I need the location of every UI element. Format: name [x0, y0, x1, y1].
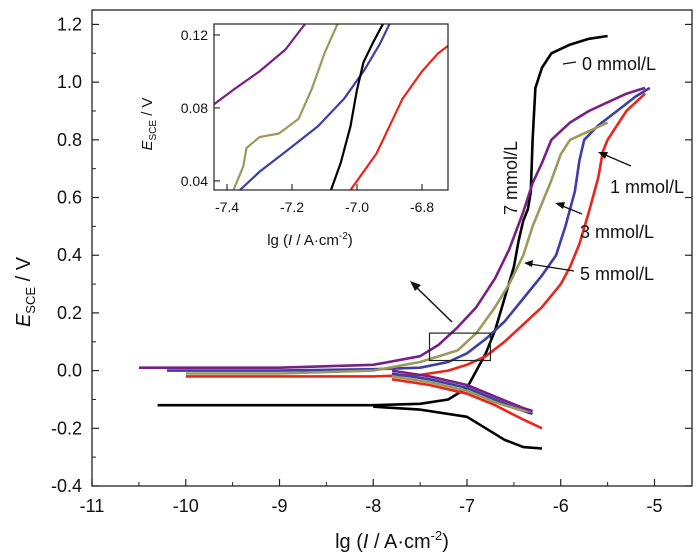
main-x-axis-label: lg (I / A·cm-2) [335, 528, 449, 553]
x-tick-label: -10 [173, 496, 199, 516]
series-7mmol-anodic [138, 86, 646, 370]
y-tick-label: -0.2 [51, 418, 82, 438]
y-tick-label: 0.2 [57, 303, 82, 323]
inset-y-axis-label: ESCE / V [139, 97, 159, 150]
inset-series-3mmol [239, 23, 391, 191]
inset-y-tick-label: 0.12 [181, 27, 208, 43]
svg-text:1 mmol/L: 1 mmol/L [610, 177, 684, 197]
y-tick-label: 0.4 [57, 245, 82, 265]
series-5mmol-anodic [185, 121, 609, 375]
inset-background [214, 24, 448, 190]
y-tick-label: 1.2 [57, 14, 82, 34]
zoom-region-box [428, 332, 492, 362]
annotation-7mmol: 7 mmol/L [501, 141, 521, 215]
inset-y-tick-label: 0.08 [181, 100, 208, 116]
inset-axis-ticks: -7.4 -7.2 -7.0 -6.8 0.04 0.08 0.12 [181, 27, 435, 215]
series-0mmol-anodic [157, 34, 608, 407]
y-tick-label: 1.0 [57, 72, 82, 92]
x-tick-label: -9 [271, 496, 287, 516]
inset-x-axis-label: lg (I / A·cm-2) [267, 231, 353, 249]
inset-plot-frame [213, 23, 449, 191]
x-tick-label: -11 [80, 496, 105, 516]
y-tick-label: 0.6 [57, 188, 82, 208]
main-series-group [138, 34, 651, 450]
annotation-3mmol: 3 mmol/L [555, 202, 654, 242]
svg-text:7 mmol/L: 7 mmol/L [501, 141, 521, 215]
series-1mmol-cathodic [391, 378, 543, 430]
svg-text:0 mmol/L: 0 mmol/L [582, 54, 656, 74]
x-tick-label: -7 [459, 496, 475, 516]
inset-series-1mmol [349, 45, 449, 191]
svg-text:3 mmol/L: 3 mmol/L [580, 222, 654, 242]
x-tick-label: -8 [365, 496, 381, 516]
inset-y-tick-label: 0.04 [181, 173, 208, 189]
x-tick-label: -6 [553, 496, 569, 516]
series-0mmol-cathodic [373, 405, 543, 450]
annotation-5mmol: 5 mmol/L [524, 260, 654, 284]
zoom-arrow [410, 281, 453, 323]
inset-series-0mmol [329, 23, 384, 191]
x-tick-label: -5 [646, 496, 662, 516]
inset-x-tick-label: -7.2 [280, 199, 304, 215]
main-plot-frame [91, 9, 693, 487]
y-tick-label: 0.0 [57, 361, 82, 381]
series-5mmol-cathodic [391, 375, 533, 413]
main-y-axis-label: ESCE / V [13, 256, 38, 327]
annotation-1mmol: 1 mmol/L [598, 152, 684, 197]
series-7mmol-cathodic [391, 369, 533, 413]
y-tick-label: -0.4 [51, 476, 82, 496]
inset-series-7mmol [213, 23, 306, 106]
inset-x-tick-label: -6.8 [410, 199, 434, 215]
inset-x-tick-label: -7.0 [345, 199, 369, 215]
y-tick-label: 0.8 [57, 130, 82, 150]
svg-text:5 mmol/L: 5 mmol/L [580, 264, 654, 284]
inset-series-5mmol [232, 23, 339, 191]
series-1mmol-anodic [185, 92, 646, 378]
main-axis-ticks: -11 -10 -9 -8 -7 -6 -5 -0.4 -0.2 0.0 0.2 0.4 0.6 0.8 1… [51, 14, 692, 516]
inset-series-group [213, 23, 449, 191]
inset-x-tick-label: -7.4 [215, 199, 239, 215]
annotation-0mmol: 0 mmol/L [562, 54, 656, 74]
